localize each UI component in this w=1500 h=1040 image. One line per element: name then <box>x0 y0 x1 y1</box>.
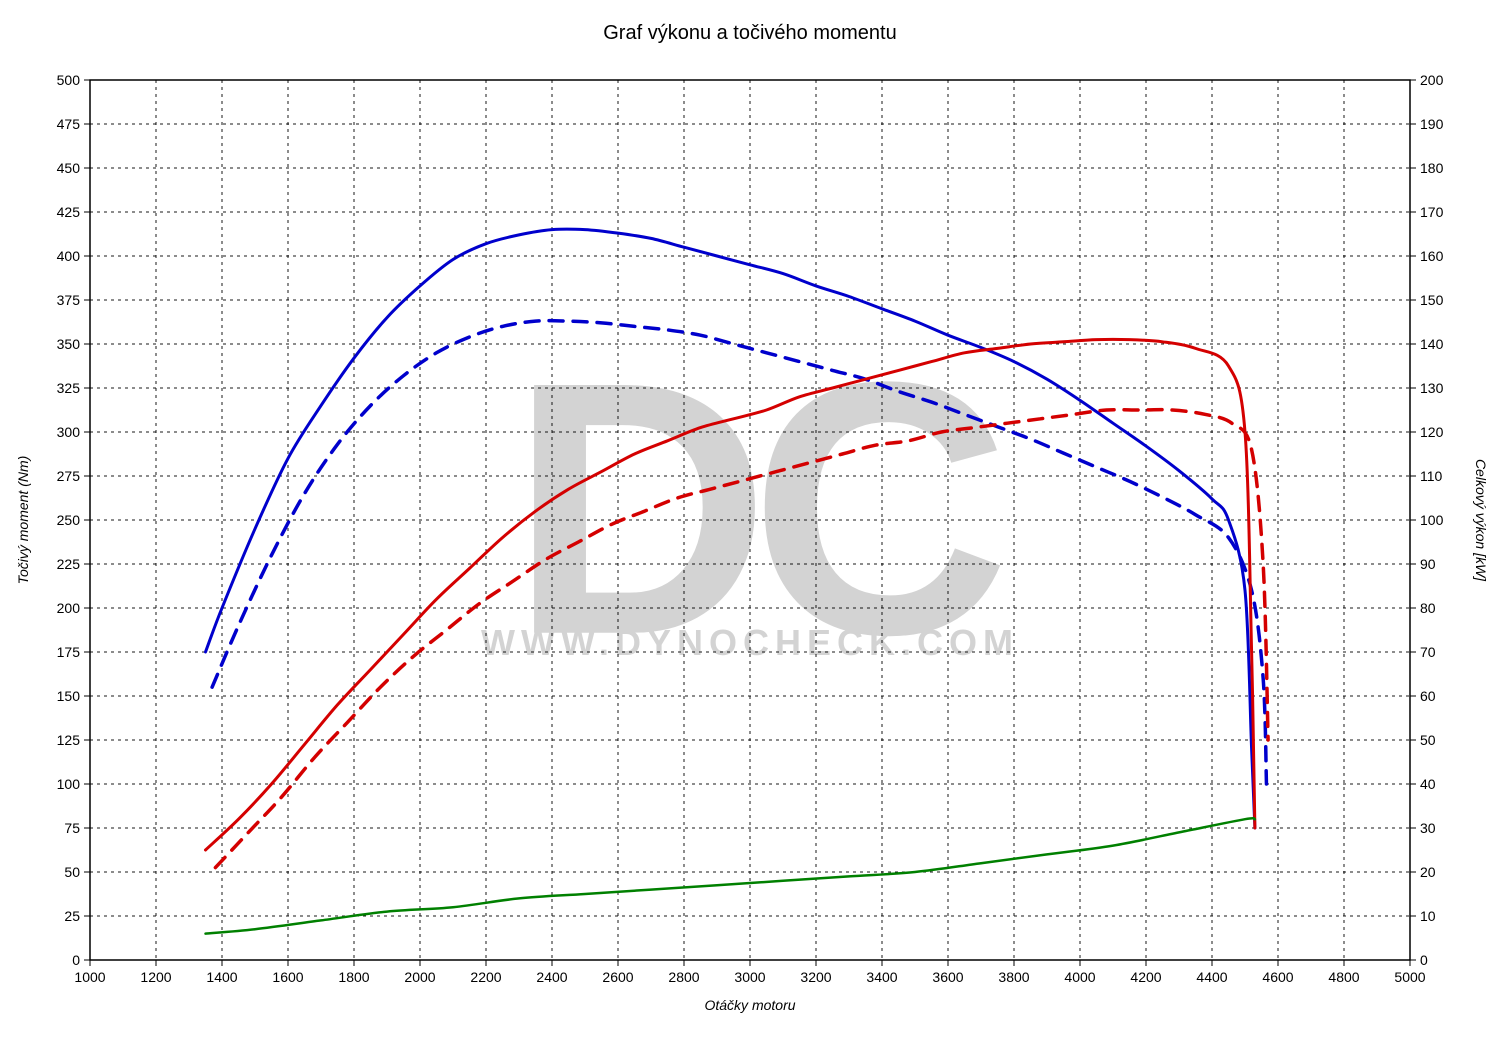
svg-text:3400: 3400 <box>866 969 897 985</box>
chart-title: Graf výkonu a točivého momentu <box>0 22 1500 45</box>
svg-text:170: 170 <box>1420 204 1444 220</box>
svg-text:160: 160 <box>1420 248 1444 264</box>
svg-text:3800: 3800 <box>998 969 1029 985</box>
svg-text:110: 110 <box>1420 468 1443 484</box>
chart-container: { "chart": { "type": "line", "title": "G… <box>0 0 1500 1040</box>
series-power-gain <box>206 818 1255 933</box>
svg-text:3200: 3200 <box>800 969 831 985</box>
svg-text:3600: 3600 <box>932 969 963 985</box>
svg-text:130: 130 <box>1420 380 1444 396</box>
svg-text:2600: 2600 <box>602 969 633 985</box>
svg-text:5000: 5000 <box>1394 969 1425 985</box>
svg-text:2800: 2800 <box>668 969 699 985</box>
svg-text:300: 300 <box>57 424 81 440</box>
svg-text:4400: 4400 <box>1196 969 1227 985</box>
svg-text:30: 30 <box>1420 820 1436 836</box>
svg-text:Celkový výkon [kW]: Celkový výkon [kW] <box>1473 459 1489 582</box>
svg-text:Točivý moment (Nm): Točivý moment (Nm) <box>15 456 31 585</box>
svg-text:0: 0 <box>72 952 80 968</box>
svg-text:275: 275 <box>57 468 81 484</box>
svg-text:2000: 2000 <box>404 969 435 985</box>
svg-text:70: 70 <box>1420 644 1436 660</box>
svg-text:350: 350 <box>57 336 81 352</box>
svg-text:50: 50 <box>1420 732 1436 748</box>
svg-text:100: 100 <box>1420 512 1444 528</box>
svg-text:25: 25 <box>64 908 80 924</box>
svg-text:50: 50 <box>64 864 80 880</box>
svg-text:400: 400 <box>57 248 81 264</box>
dyno-chart: DCWWW.DYNOCHECK.COM100012001400160018002… <box>0 0 1500 1040</box>
svg-text:75: 75 <box>64 820 80 836</box>
svg-text:4000: 4000 <box>1064 969 1095 985</box>
svg-text:80: 80 <box>1420 600 1436 616</box>
svg-text:150: 150 <box>1420 292 1444 308</box>
svg-text:325: 325 <box>57 380 81 396</box>
svg-text:375: 375 <box>57 292 81 308</box>
svg-text:1400: 1400 <box>206 969 237 985</box>
svg-text:90: 90 <box>1420 556 1436 572</box>
svg-text:2200: 2200 <box>470 969 501 985</box>
svg-text:1200: 1200 <box>140 969 171 985</box>
svg-text:450: 450 <box>57 160 81 176</box>
svg-text:475: 475 <box>57 116 81 132</box>
svg-text:3000: 3000 <box>734 969 765 985</box>
svg-text:1000: 1000 <box>74 969 105 985</box>
svg-text:60: 60 <box>1420 688 1436 704</box>
svg-text:150: 150 <box>57 688 81 704</box>
svg-text:120: 120 <box>1420 424 1444 440</box>
svg-text:0: 0 <box>1420 952 1428 968</box>
svg-text:100: 100 <box>57 776 81 792</box>
svg-text:10: 10 <box>1420 908 1436 924</box>
svg-text:1600: 1600 <box>272 969 303 985</box>
svg-text:40: 40 <box>1420 776 1436 792</box>
svg-text:20: 20 <box>1420 864 1436 880</box>
svg-text:2400: 2400 <box>536 969 567 985</box>
svg-text:250: 250 <box>57 512 81 528</box>
svg-text:4200: 4200 <box>1130 969 1161 985</box>
svg-text:500: 500 <box>57 72 81 88</box>
svg-text:125: 125 <box>57 732 81 748</box>
svg-text:200: 200 <box>1420 72 1444 88</box>
svg-text:225: 225 <box>57 556 81 572</box>
svg-text:140: 140 <box>1420 336 1444 352</box>
svg-text:1800: 1800 <box>338 969 369 985</box>
svg-text:180: 180 <box>1420 160 1444 176</box>
svg-text:175: 175 <box>57 644 81 660</box>
svg-text:200: 200 <box>57 600 81 616</box>
svg-text:Otáčky motoru: Otáčky motoru <box>704 997 795 1013</box>
svg-text:4800: 4800 <box>1328 969 1359 985</box>
svg-text:4600: 4600 <box>1262 969 1293 985</box>
svg-text:425: 425 <box>57 204 81 220</box>
svg-text:190: 190 <box>1420 116 1444 132</box>
